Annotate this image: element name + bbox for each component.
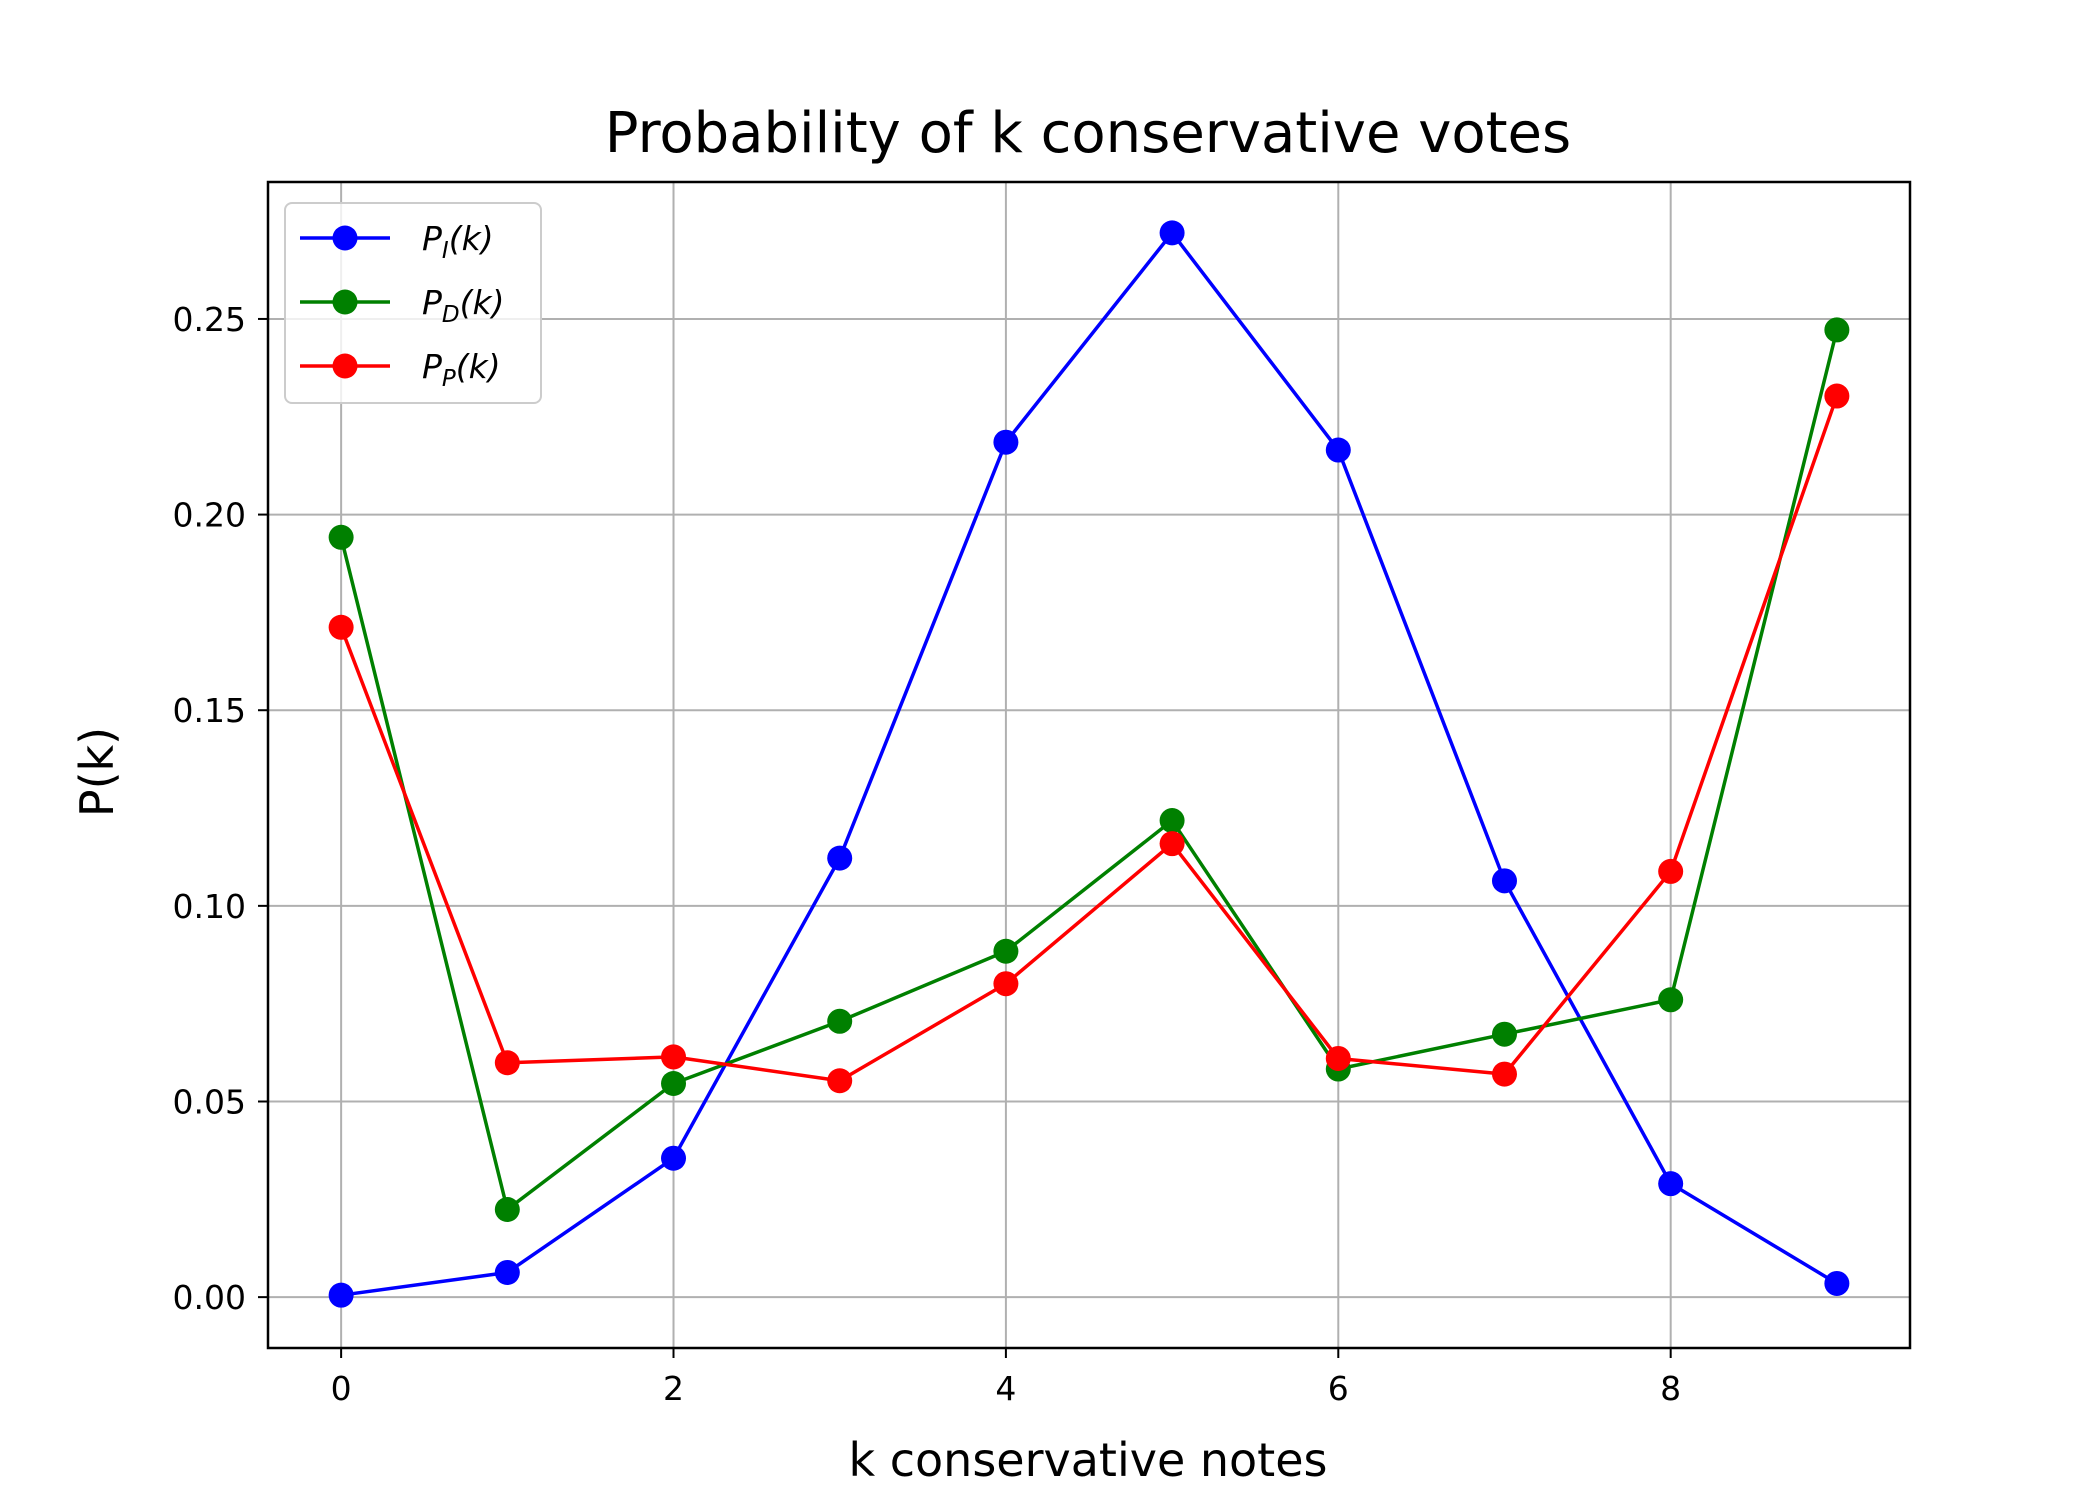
x-tick-label: 4 xyxy=(995,1369,1016,1408)
chart-title: Probability of k conservative votes xyxy=(605,101,1571,166)
legend-item-P: PP(k) xyxy=(300,347,501,392)
x-tick-label: 8 xyxy=(1660,1369,1681,1408)
series-I-point xyxy=(328,1282,354,1308)
y-axis-label: P(k) xyxy=(70,727,124,817)
series-I-point xyxy=(494,1259,520,1285)
series-P-point xyxy=(494,1050,520,1076)
series-I-point xyxy=(1491,868,1517,894)
series-P-group xyxy=(328,383,1850,1094)
series-I-point xyxy=(827,845,853,871)
y-tick-label: 0.00 xyxy=(173,1278,246,1317)
x-axis-label: k conservative notes xyxy=(848,1433,1327,1487)
x-tick-label: 0 xyxy=(331,1369,352,1408)
legend-marker-swatch xyxy=(332,353,358,379)
series-P-point xyxy=(1491,1061,1517,1087)
series-P-point xyxy=(1325,1045,1351,1071)
series-D-point xyxy=(1159,808,1185,834)
series-I-point xyxy=(661,1145,687,1171)
y-tick-label: 0.25 xyxy=(173,300,246,339)
legend-label-main: P xyxy=(422,283,442,322)
legend-label-subscript: D xyxy=(442,302,460,328)
legend: PI(k)PD(k)PP(k) xyxy=(284,202,542,404)
series-I-point xyxy=(993,429,1019,455)
series-D-point xyxy=(328,524,354,550)
series-P-line xyxy=(339,395,1839,1083)
series-P-point xyxy=(1658,858,1684,884)
series-D-point xyxy=(1658,987,1684,1013)
y-tick-label: 0.05 xyxy=(173,1082,246,1121)
series-I-point xyxy=(1658,1171,1684,1197)
series-D-group xyxy=(328,317,1850,1222)
y-tick-label: 0.15 xyxy=(173,691,246,730)
legend-item-D: PD(k) xyxy=(300,283,504,328)
series-I-group xyxy=(328,220,1850,1308)
legend-label: PP(k) xyxy=(422,347,501,392)
legend-label-arg: (k) xyxy=(456,347,501,386)
data-series xyxy=(328,220,1850,1308)
x-tick-label: 6 xyxy=(1328,1369,1349,1408)
series-D-line xyxy=(339,329,1839,1212)
legend-label: PD(k) xyxy=(422,283,504,328)
legend-box xyxy=(284,202,542,404)
x-tick-label: 2 xyxy=(663,1369,684,1408)
series-I-line xyxy=(340,231,1838,1297)
legend-label-subscript: I xyxy=(442,238,449,264)
legend-label-arg: (k) xyxy=(460,283,505,322)
series-I-point xyxy=(1325,437,1351,463)
series-D-point xyxy=(494,1196,520,1222)
grid-lines xyxy=(268,182,1910,1348)
series-D-point xyxy=(1824,317,1850,343)
series-D-point xyxy=(1491,1021,1517,1047)
series-P-point xyxy=(827,1068,853,1094)
legend-marker-swatch xyxy=(332,289,358,315)
series-P-point xyxy=(661,1044,687,1070)
series-P-point xyxy=(993,971,1019,997)
y-tick-label: 0.10 xyxy=(173,887,246,926)
y-tick-label: 0.20 xyxy=(173,496,246,535)
legend-label-subscript: P xyxy=(442,366,456,392)
series-D-point xyxy=(827,1008,853,1034)
series-P-point xyxy=(1824,383,1850,409)
legend-label-main: P xyxy=(422,219,442,258)
plot-area-frame xyxy=(266,180,1912,1350)
series-D-point xyxy=(993,938,1019,964)
series-P-point xyxy=(328,614,354,640)
series-I-point xyxy=(1824,1270,1850,1296)
axis-ticks: 0 2 4 6 8 0.00 0.05 0.10 0.15 0.20 0.25 xyxy=(173,300,1682,1408)
series-I-point xyxy=(1159,220,1185,246)
legend-label-arg: (k) xyxy=(449,219,494,258)
legend-marker-swatch xyxy=(332,225,358,251)
series-D-point xyxy=(661,1070,687,1096)
legend-item-I: PI(k) xyxy=(300,219,494,264)
series-P-point xyxy=(1159,831,1185,857)
legend-label-main: P xyxy=(422,347,442,386)
legend-label: PI(k) xyxy=(422,219,494,264)
